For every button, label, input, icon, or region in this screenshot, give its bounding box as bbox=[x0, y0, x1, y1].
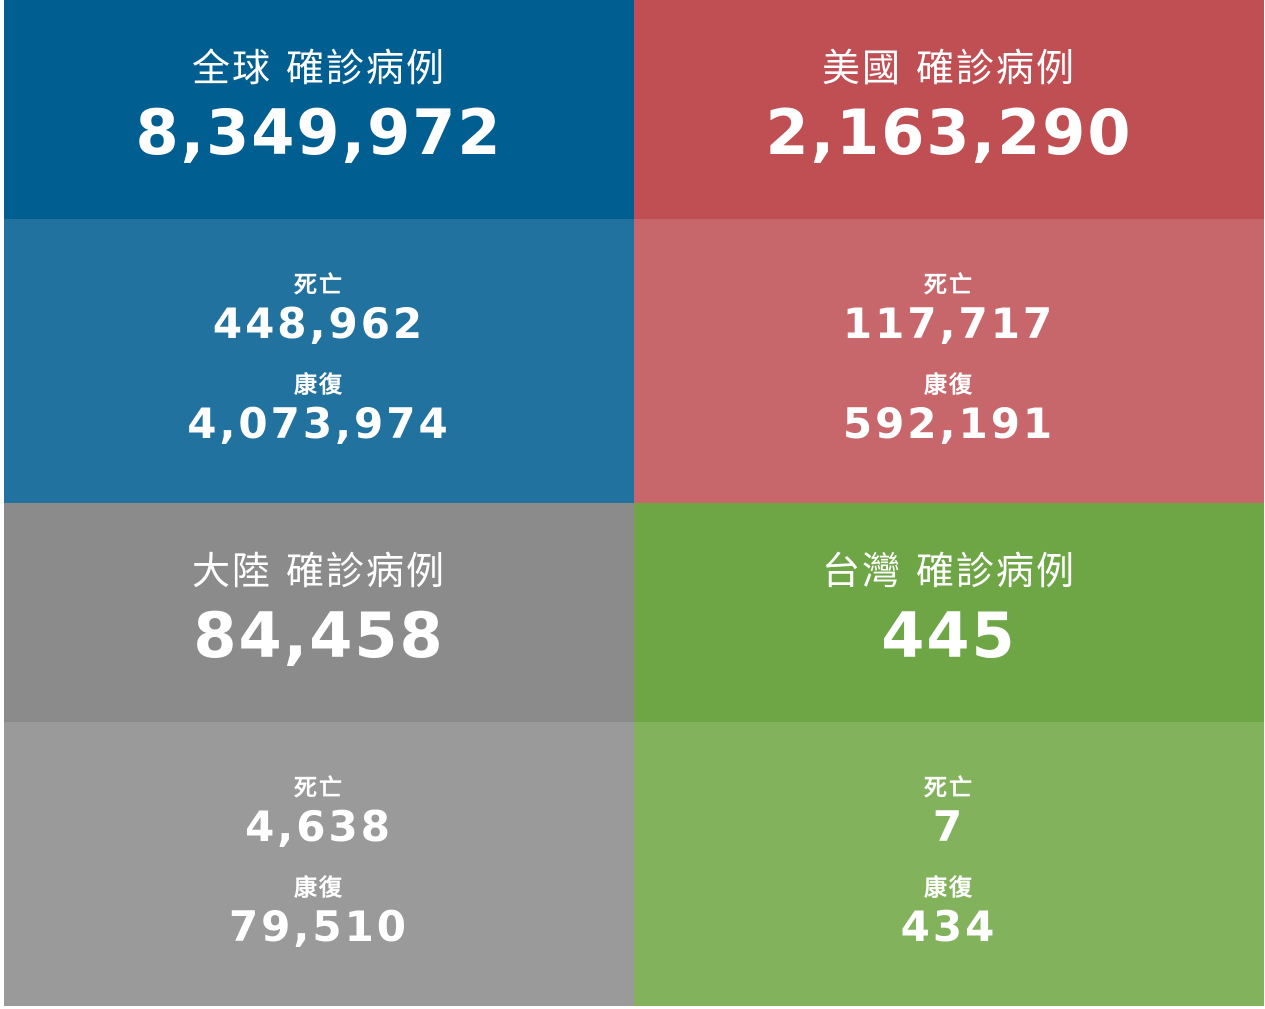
china-title: 大陸 確診病例 bbox=[192, 547, 446, 595]
china-outcomes-section: 死亡 4,638 康復 79,510 bbox=[4, 722, 634, 1006]
taiwan-recovered-label: 康復 bbox=[924, 875, 974, 901]
global-recovered-value: 4,073,974 bbox=[187, 399, 451, 448]
usa-panel: 美國 確診病例 2,163,290 死亡 117,717 康復 592,191 bbox=[634, 0, 1264, 503]
global-outcomes-section: 死亡 448,962 康復 4,073,974 bbox=[4, 219, 634, 503]
usa-deaths-label: 死亡 bbox=[924, 272, 974, 298]
usa-recovered-label: 康復 bbox=[924, 372, 974, 398]
taiwan-region-name: 台灣 bbox=[821, 549, 902, 593]
china-confirmed-section: 大陸 確診病例 84,458 bbox=[4, 503, 634, 722]
usa-outcomes-section: 死亡 117,717 康復 592,191 bbox=[634, 219, 1264, 503]
usa-title: 美國 確診病例 bbox=[822, 44, 1076, 92]
taiwan-deaths-value: 7 bbox=[932, 802, 966, 851]
global-recovered-label: 康復 bbox=[294, 372, 344, 398]
china-panel: 大陸 確診病例 84,458 死亡 4,638 康復 79,510 bbox=[4, 503, 634, 1006]
global-title: 全球 確診病例 bbox=[192, 44, 446, 92]
usa-title-text: 確診病例 bbox=[916, 46, 1077, 90]
global-panel: 全球 確診病例 8,349,972 死亡 448,962 康復 4,073,97… bbox=[4, 0, 634, 503]
taiwan-outcomes-section: 死亡 7 康復 434 bbox=[634, 722, 1264, 1006]
global-confirmed-value: 8,349,972 bbox=[135, 96, 503, 169]
taiwan-title-text: 確診病例 bbox=[916, 549, 1077, 593]
china-title-text: 確診病例 bbox=[286, 549, 447, 593]
taiwan-panel: 台灣 確診病例 445 死亡 7 康復 434 bbox=[634, 503, 1264, 1006]
taiwan-recovered-value: 434 bbox=[900, 902, 998, 951]
global-deaths-value: 448,962 bbox=[212, 299, 426, 348]
china-deaths-label: 死亡 bbox=[294, 775, 344, 801]
china-recovered-value: 79,510 bbox=[228, 902, 410, 951]
taiwan-title: 台灣 確診病例 bbox=[822, 547, 1076, 595]
stats-grid: 全球 確診病例 8,349,972 死亡 448,962 康復 4,073,97… bbox=[4, 0, 1264, 1006]
taiwan-deaths-label: 死亡 bbox=[924, 775, 974, 801]
china-region-name: 大陸 bbox=[191, 549, 272, 593]
global-confirmed-section: 全球 確診病例 8,349,972 bbox=[4, 0, 634, 219]
usa-deaths-value: 117,717 bbox=[842, 299, 1056, 348]
global-title-text: 確診病例 bbox=[286, 46, 447, 90]
usa-confirmed-section: 美國 確診病例 2,163,290 bbox=[634, 0, 1264, 219]
usa-region-name: 美國 bbox=[821, 46, 902, 90]
global-region-name: 全球 bbox=[191, 46, 272, 90]
usa-recovered-value: 592,191 bbox=[842, 399, 1056, 448]
china-confirmed-value: 84,458 bbox=[193, 599, 445, 672]
china-recovered-label: 康復 bbox=[294, 875, 344, 901]
usa-confirmed-value: 2,163,290 bbox=[765, 96, 1133, 169]
taiwan-confirmed-value: 445 bbox=[881, 599, 1017, 672]
taiwan-confirmed-section: 台灣 確診病例 445 bbox=[634, 503, 1264, 722]
global-deaths-label: 死亡 bbox=[294, 272, 344, 298]
china-deaths-value: 4,638 bbox=[245, 802, 393, 851]
